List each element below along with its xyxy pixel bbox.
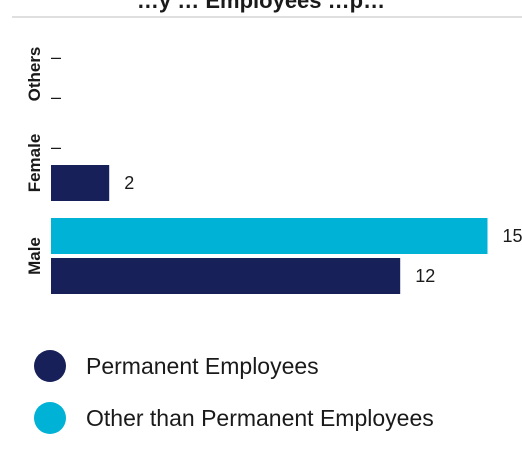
data-label-other-than-permanent-employees-others: – — [51, 47, 61, 67]
data-label-other-than-permanent-employees-male: 15 — [503, 226, 522, 246]
legend-item-permanent: Permanent Employees — [34, 346, 434, 386]
data-label-other-than-permanent-employees-female: – — [51, 137, 61, 157]
data-label-permanent-employees-others: – — [51, 87, 61, 107]
category-label-male: Male — [25, 237, 44, 275]
legend: Permanent Employees Other than Permanent… — [34, 346, 434, 450]
legend-label-permanent: Permanent Employees — [86, 353, 319, 380]
category-label-others: Others — [25, 47, 44, 102]
bar-permanent-employees-female — [51, 165, 109, 201]
data-label-permanent-employees-female: 2 — [124, 173, 134, 193]
legend-swatch-permanent — [34, 350, 66, 382]
legend-item-other: Other than Permanent Employees — [34, 398, 434, 438]
category-label-female: Female — [25, 134, 44, 193]
legend-swatch-other — [34, 402, 66, 434]
bar-other-than-permanent-employees-male — [51, 218, 488, 254]
data-label-permanent-employees-male: 12 — [415, 266, 435, 286]
bar-permanent-employees-male — [51, 258, 400, 294]
legend-label-other: Other than Permanent Employees — [86, 405, 434, 432]
chart-title: …y … Employees …p… — [137, 0, 385, 13]
